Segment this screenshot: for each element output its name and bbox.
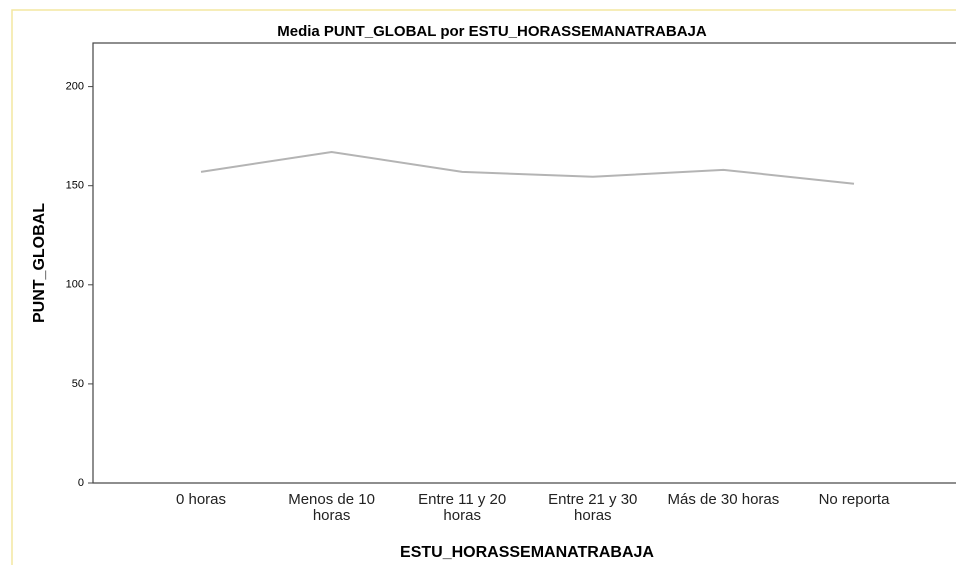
frame bbox=[11, 9, 956, 565]
plot-area bbox=[92, 42, 956, 484]
y-axis-label: PUNT_GLOBAL bbox=[31, 203, 48, 323]
x-tick-label: Más de 30 horas bbox=[667, 491, 780, 508]
x-axis-label: ESTU_HORASSEMANATRABAJA bbox=[400, 544, 654, 561]
x-tick-label: Entre 11 y 20 horas bbox=[418, 491, 507, 524]
chart-title: Media PUNT_GLOBAL por ESTU_HORASSEMANATR… bbox=[277, 23, 707, 40]
y-tick-label: 100 bbox=[66, 279, 84, 291]
x-tick-label: Menos de 10 horas bbox=[288, 491, 375, 524]
y-tick-label: 50 bbox=[72, 378, 84, 390]
line bbox=[200, 150, 855, 185]
y-tick-label: 0 bbox=[78, 477, 84, 489]
x-tick-label: No reporta bbox=[818, 491, 890, 508]
x-tick-label: 0 horas bbox=[175, 491, 227, 508]
x-tick-label: Entre 21 y 30 horas bbox=[548, 491, 638, 524]
y-tick-label: 150 bbox=[66, 180, 84, 192]
y-tick-label: 200 bbox=[66, 81, 84, 93]
